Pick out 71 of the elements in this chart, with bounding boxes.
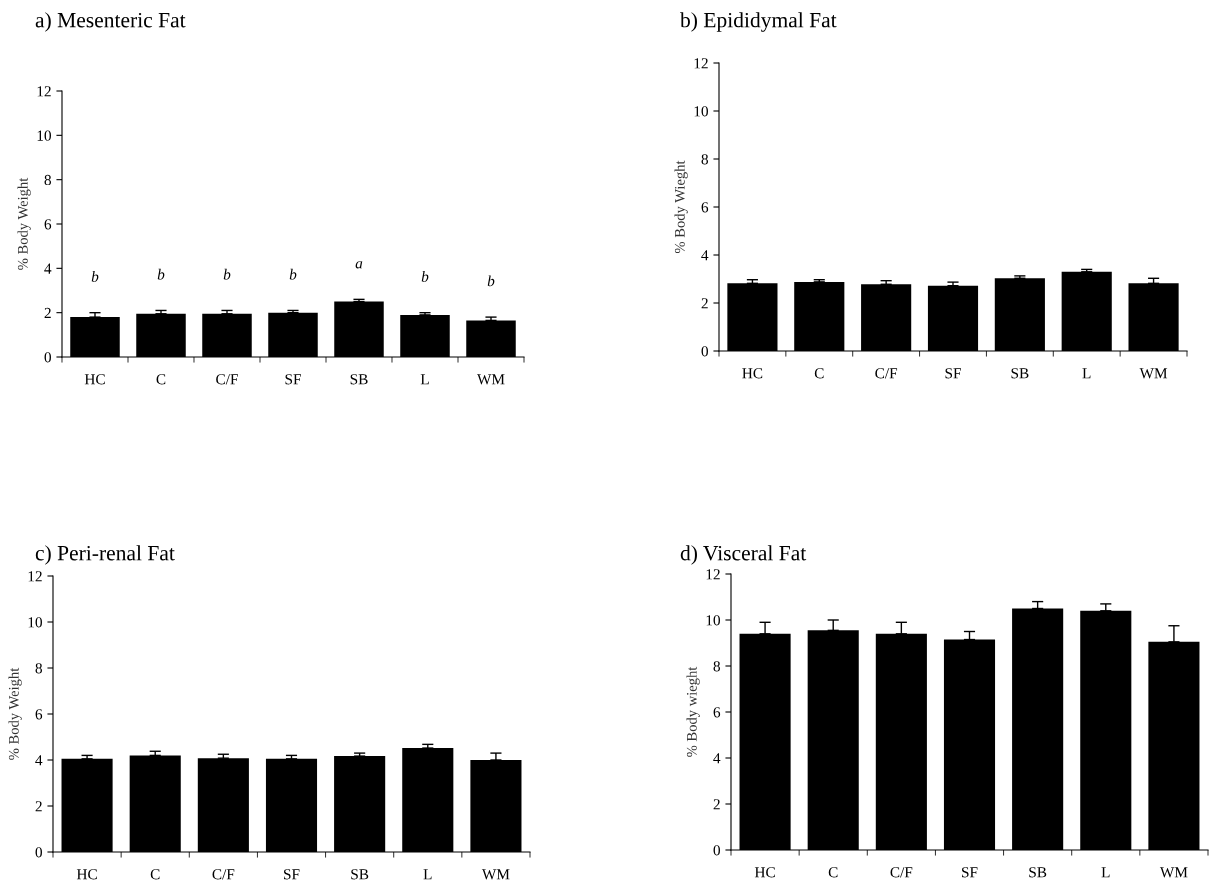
y-tick-label: 12 (37, 86, 51, 97)
y-tick-label: 4 (713, 753, 721, 764)
y-tick-label: 2 (713, 799, 720, 810)
x-tick-label: SF (945, 368, 961, 379)
x-tick-label: C/F (212, 869, 235, 880)
x-tick-label: SF (962, 867, 978, 878)
y-axis-title: % Body Weight (8, 667, 22, 760)
y-axis-title: % Body Weight (17, 177, 31, 270)
x-tick-label: SF (284, 869, 300, 880)
x-tick-label: C (150, 869, 160, 880)
y-axis-title: % Body Wieght (674, 160, 688, 254)
y-tick-label: 6 (35, 709, 43, 720)
chart-title: d) Visceral Fat (680, 545, 807, 565)
x-tick-label: C/F (216, 374, 238, 385)
x-tick-label: HC (84, 374, 105, 385)
y-tick-label: 6 (701, 202, 709, 213)
x-tick-label: C (814, 368, 824, 379)
x-tick-label: HC (76, 869, 97, 880)
x-tick-label: SF (285, 374, 301, 385)
annotation: b (91, 271, 99, 282)
y-tick-label: 12 (694, 58, 708, 69)
x-tick-label: L (423, 869, 432, 880)
x-tick-label: L (1101, 867, 1110, 878)
y-tick-label: 4 (44, 263, 52, 274)
y-tick-label: 2 (701, 298, 708, 309)
annotation: b (223, 268, 231, 280)
annotation: b (157, 268, 165, 280)
y-tick-label: 12 (28, 571, 42, 582)
x-tick-label: SB (350, 374, 368, 385)
annotation: a (355, 261, 363, 269)
y-tick-label: 8 (35, 663, 42, 674)
y-tick-label: 10 (706, 615, 720, 626)
x-tick-label: C/F (890, 867, 913, 878)
annotation: b (487, 275, 495, 287)
y-tick-label: 10 (37, 130, 51, 141)
y-tick-label: 2 (35, 801, 42, 812)
x-tick-label: SB (1029, 867, 1047, 878)
y-tick-label: 2 (44, 307, 51, 318)
x-tick-label: WM (477, 374, 505, 385)
y-tick-label: 6 (713, 707, 721, 718)
x-tick-label: C (828, 867, 838, 878)
chart-title: c) Peri-renal Fat (35, 545, 175, 565)
annotation: b (289, 268, 297, 280)
x-tick-label: WM (481, 869, 510, 880)
x-tick-label: L (420, 374, 429, 385)
y-axis-title: % Body wieght (686, 666, 700, 757)
x-tick-label: HC (742, 368, 763, 379)
annotation: b (421, 271, 429, 282)
y-tick-label: 8 (701, 154, 708, 165)
y-tick-label: 0 (713, 845, 720, 856)
chart-title: a) Mesenteric Fat (35, 12, 186, 32)
x-tick-label: L (1082, 368, 1091, 379)
x-tick-label: SB (351, 869, 369, 880)
y-tick-label: 10 (28, 617, 42, 628)
y-tick-label: 8 (713, 661, 720, 672)
y-tick-label: 10 (694, 106, 708, 117)
y-tick-label: 12 (706, 569, 720, 580)
x-tick-label: WM (1139, 368, 1168, 379)
y-tick-label: 8 (44, 174, 51, 186)
y-tick-label: 0 (44, 352, 51, 363)
x-tick-label: WM (1159, 867, 1188, 878)
y-tick-label: 4 (701, 250, 709, 261)
y-tick-label: 6 (44, 219, 52, 230)
chart-title: b) Epididymal Fat (680, 12, 837, 32)
x-tick-label: C (156, 374, 166, 385)
x-tick-label: C/F (875, 368, 898, 379)
y-tick-label: 0 (35, 847, 42, 858)
y-tick-label: 0 (701, 346, 708, 357)
y-tick-label: 4 (35, 755, 43, 766)
x-tick-label: HC (754, 867, 775, 878)
x-tick-label: SB (1011, 368, 1029, 379)
